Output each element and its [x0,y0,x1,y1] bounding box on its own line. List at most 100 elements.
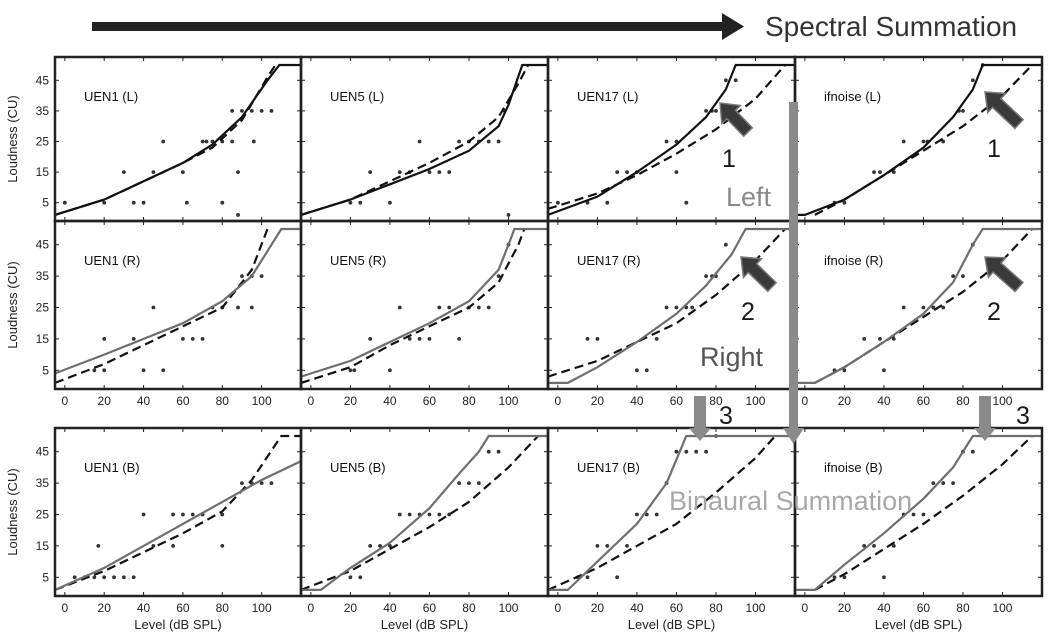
data-point [457,139,461,144]
data-point [961,274,965,278]
data-point [931,305,936,310]
data-point [259,481,264,485]
panel-ifnoise-r: ifnoise (R) 0 20 40 60 80 100 [793,219,1044,408]
data-point [467,481,471,485]
panel-frame [299,55,550,223]
y-tick-label: 25 [36,135,50,149]
data-point [102,368,107,373]
panel-plot-area [55,434,301,591]
data-point [102,200,107,205]
right-label: Right [700,342,764,372]
panel-label: UEN5 (B) [330,460,386,475]
data-point [190,512,195,517]
data-point [121,575,126,580]
data-point [674,305,679,310]
data-point [388,368,392,373]
y-tick-label: 45 [36,238,50,252]
data-point [644,512,649,517]
x-tick-label: 20 [344,601,358,615]
marker-3-ifnoise: 3 [1016,402,1030,430]
data-point [368,337,373,341]
x-tick-label: 0 [555,601,562,615]
panel-frame [793,426,1044,598]
left-label: Left [726,182,772,212]
panel-plot-area [55,227,301,384]
data-point [181,170,185,175]
data-point [259,109,264,113]
arrow-shape [719,102,754,138]
data-point [723,78,728,83]
data-point [161,139,166,144]
x-tick-label: 80 [956,601,970,615]
data-point [921,512,926,517]
data-point [878,170,882,175]
data-point [664,139,669,144]
data-point [230,139,235,144]
data-point [970,449,975,454]
x-tick-label: 0 [308,601,315,615]
arrow-shape [984,256,1025,293]
data-point [733,78,738,83]
data-point [842,368,847,373]
x-tick-label: 0 [308,394,315,408]
data-point [72,575,77,580]
solid-curve [548,63,795,216]
data-point [92,575,97,580]
x-tick-label: 40 [877,394,891,408]
data-point [690,305,695,310]
data-point [131,575,136,580]
data-point [911,512,916,517]
panel-plot-area [795,63,1042,216]
data-point [635,512,639,517]
data-point [842,200,847,205]
data-point [625,170,629,175]
x-tick-label: 60 [423,601,437,615]
y-axis-label: Loudness (CU) [5,261,20,348]
data-point [891,170,896,175]
x-tick-label: 100 [252,394,272,408]
data-point [161,368,166,373]
data-point [131,337,136,341]
data-point [635,368,639,373]
y-tick-label: 45 [36,73,50,87]
data-point [417,139,422,144]
data-point [704,274,708,278]
data-point [625,544,629,548]
data-point [862,337,867,341]
solid-curve [795,63,1042,216]
arrow-shaft [694,396,706,429]
data-point [407,337,412,341]
data-point [585,337,590,341]
panel-uen17-b: UEN17 (B) 0 20 40 60 80 100 Level (dB SPL) [546,426,797,632]
marker-3-uen17: 3 [719,402,733,430]
data-point [486,449,491,454]
data-point [951,274,955,278]
panel-ifnoise-l: ifnoise (L) [793,55,1044,223]
x-tick-label: 0 [61,601,68,615]
data-point [872,544,876,548]
data-point [240,274,244,278]
data-point [496,449,501,454]
data-point [352,368,357,373]
x-tick-label: 100 [745,601,765,615]
data-point [102,337,107,341]
panel-plot-area [548,434,795,592]
data-point [447,170,452,175]
panel-uen5-r: UEN5 (R) 0 20 40 60 80 100 [299,219,550,408]
x-tick-label: 80 [216,394,230,408]
dashed-curve [548,64,786,210]
annotation-arrow-2-uen17 [740,256,778,293]
panel-label: UEN1 (R) [84,253,140,268]
marker-1-ifnoise: 1 [987,135,1001,163]
binaural-arrow-long [783,102,804,444]
marker-1-uen17: 1 [722,145,736,173]
data-point [447,305,452,310]
x-tick-label: 0 [555,394,562,408]
panel-label: UEN5 (R) [330,253,386,268]
data-point [397,170,402,175]
data-point [555,200,560,205]
data-point [654,512,659,517]
solid-curve [55,460,301,591]
x-tick-label: 60 [176,394,190,408]
